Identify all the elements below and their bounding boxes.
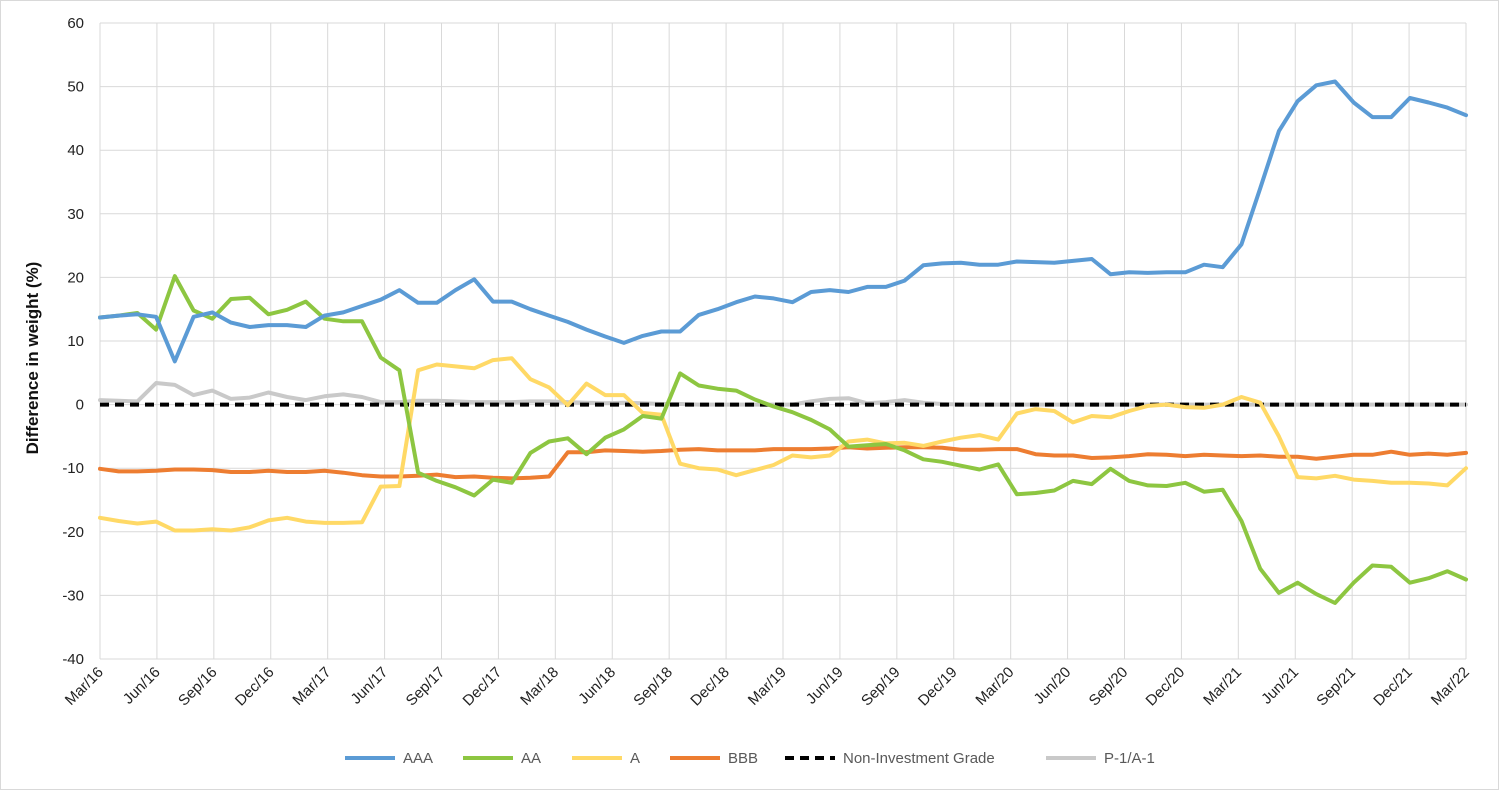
- x-tick-label: Dec/17: [460, 664, 506, 710]
- series-lines: [98, 79, 1468, 605]
- series-line-aaa: [98, 79, 1468, 364]
- y-tick-label: -20: [62, 524, 84, 541]
- legend-label: P-1/A-1: [1104, 750, 1155, 767]
- legend-label: A: [630, 750, 640, 767]
- y-tick-label: -10: [62, 460, 84, 477]
- x-tick-label: Sep/18: [630, 664, 676, 710]
- x-tick-label: Jun/18: [575, 664, 619, 708]
- series-line-aa: [98, 274, 1468, 605]
- x-axis-tick-labels: Mar/16 Jun/16 Sep/16 Dec/16 Mar/17 Jun/17 Sep/…: [62, 664, 1473, 710]
- x-tick-label: Jun/21: [1258, 664, 1302, 708]
- x-tick-label: Jun/16: [120, 664, 164, 708]
- legend-label: AAA: [403, 750, 433, 767]
- gridlines: [99, 22, 1467, 660]
- x-tick-label: Dec/19: [915, 664, 961, 710]
- legend-label: BBB: [728, 750, 758, 767]
- x-tick-label: Jun/17: [348, 664, 392, 708]
- x-tick-label: Jun/20: [1031, 664, 1075, 708]
- y-tick-label: 20: [67, 269, 84, 286]
- y-tick-label: -40: [62, 651, 84, 668]
- x-tick-label: Dec/18: [687, 664, 733, 710]
- x-tick-label: Jun/19: [803, 664, 847, 708]
- y-axis-tick-labels: 60 50 40 30 20 10 0 -10 -20 -30 -40: [62, 15, 84, 668]
- x-tick-label: Mar/22: [1428, 664, 1473, 709]
- x-tick-label: Mar/19: [745, 664, 790, 709]
- legend: AAA AA A BBB Non-Investment Grade P-1/A-1: [345, 750, 1155, 767]
- x-tick-label: Mar/21: [1200, 664, 1245, 709]
- x-tick-label: Mar/16: [62, 664, 107, 709]
- y-tick-label: 10: [67, 333, 84, 350]
- y-tick-label: 30: [67, 206, 84, 223]
- x-tick-label: Mar/20: [972, 664, 1017, 709]
- y-tick-label: -30: [62, 587, 84, 604]
- y-axis-label: Difference in weight (%): [23, 262, 42, 455]
- x-tick-label: Sep/16: [175, 664, 221, 710]
- x-tick-label: Mar/17: [289, 664, 334, 709]
- x-tick-label: Dec/20: [1143, 664, 1189, 710]
- series-line-bbb: [98, 445, 1468, 481]
- legend-label: Non-Investment Grade: [843, 750, 995, 767]
- y-tick-label: 0: [76, 397, 84, 414]
- y-tick-label: 40: [67, 142, 84, 159]
- x-tick-label: Dec/16: [232, 664, 278, 710]
- x-tick-label: Sep/21: [1313, 664, 1359, 710]
- x-tick-label: Sep/19: [858, 664, 904, 710]
- x-tick-label: Sep/20: [1086, 664, 1132, 710]
- series-line-a: [98, 356, 1468, 533]
- x-tick-label: Dec/21: [1370, 664, 1416, 710]
- x-tick-label: Mar/18: [517, 664, 562, 709]
- y-tick-label: 60: [67, 15, 84, 32]
- legend-label: AA: [521, 750, 541, 767]
- y-tick-label: 50: [67, 79, 84, 96]
- x-tick-label: Sep/17: [403, 664, 449, 710]
